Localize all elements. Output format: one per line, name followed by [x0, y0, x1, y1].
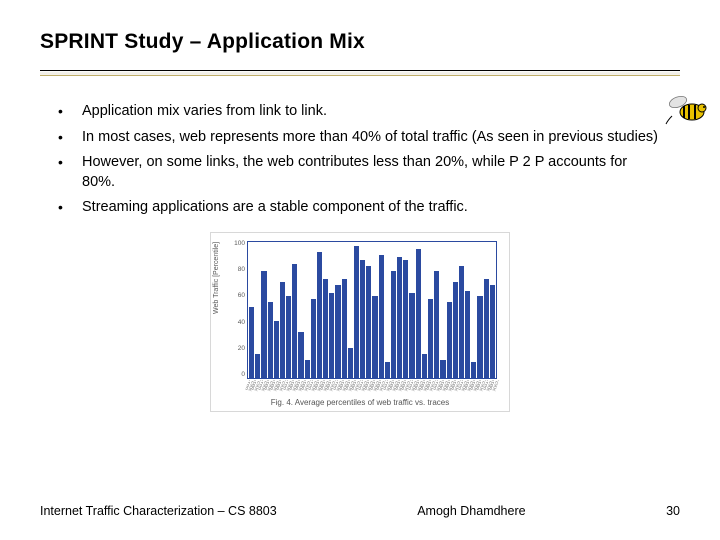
chart-bar: [465, 291, 470, 379]
rule-bottom-line: [40, 75, 680, 76]
chart-bar: [428, 299, 433, 379]
list-item: Application mix varies from link to link…: [52, 102, 660, 122]
chart-bar: [440, 360, 445, 379]
chart-bar: [286, 296, 291, 379]
ytick: 0: [233, 372, 245, 379]
chart-bar: [292, 264, 297, 379]
chart-bar: [379, 255, 384, 379]
title-wrap: SPRINT Study – Application Mix: [0, 0, 720, 60]
chart-bar: [255, 354, 260, 379]
chart-wrap: Web Traffic [Percentile] 100 80 60 40 20…: [0, 232, 720, 412]
bullet-text: In most cases, web represents more than …: [82, 129, 658, 145]
chart-bar: [305, 360, 310, 379]
bar-chart: Web Traffic [Percentile] 100 80 60 40 20…: [210, 232, 510, 412]
ytick: 20: [233, 346, 245, 353]
chart-bar: [484, 279, 489, 378]
chart-bar: [280, 282, 285, 379]
footer-course: Internet Traffic Characterization – CS 8…: [40, 504, 277, 518]
chart-bar: [447, 302, 452, 379]
chart-bar: [360, 260, 365, 379]
footer-page-number: 30: [666, 504, 680, 518]
chart-bar: [409, 293, 414, 379]
chart-bar: [298, 332, 303, 379]
chart-bar: [274, 321, 279, 379]
chart-bar: [385, 362, 390, 379]
chart-bar: [261, 271, 266, 379]
chart-ylabel: Web Traffic [Percentile]: [213, 242, 220, 314]
chart-bars-area: [247, 241, 497, 379]
bullet-text: Application mix varies from link to link…: [82, 103, 327, 119]
chart-bar: [459, 266, 464, 379]
chart-bar: [354, 246, 359, 378]
bullet-text: However, on some links, the web contribu…: [82, 154, 627, 190]
chart-bar: [323, 279, 328, 378]
bullet-text: Streaming applications are a stable comp…: [82, 199, 468, 215]
ytick: 100: [233, 241, 245, 248]
list-item: In most cases, web represents more than …: [52, 128, 660, 148]
chart-bar: [416, 249, 421, 379]
footer: Internet Traffic Characterization – CS 8…: [40, 504, 680, 518]
list-item: However, on some links, the web contribu…: [52, 153, 660, 192]
chart-bar: [348, 348, 353, 378]
ytick: 60: [233, 293, 245, 300]
chart-bar: [311, 299, 316, 379]
footer-author: Amogh Dhamdhere: [277, 504, 666, 518]
list-item: Streaming applications are a stable comp…: [52, 198, 660, 218]
chart-bar: [329, 293, 334, 379]
ytick: 80: [233, 267, 245, 274]
chart-bar: [391, 271, 396, 379]
chart-bar: [477, 296, 482, 379]
chart-yticks: 100 80 60 40 20 0: [233, 241, 245, 379]
chart-bar: [453, 282, 458, 379]
chart-bar: [434, 271, 439, 379]
chart-bar: [422, 354, 427, 379]
chart-caption: Fig. 4. Average percentiles of web traff…: [211, 398, 509, 407]
mascot-icon: [662, 92, 712, 128]
chart-bar: [249, 307, 254, 379]
chart-bar: [372, 296, 377, 379]
chart-bar: [366, 266, 371, 379]
chart-bar: [335, 285, 340, 379]
chart-bar: [403, 260, 408, 379]
bullet-list: Application mix varies from link to link…: [0, 90, 720, 218]
chart-bar: [342, 279, 347, 378]
slide: SPRINT Study – Application Mix Applicati…: [0, 0, 720, 540]
chart-bar: [397, 257, 402, 378]
chart-xticks: BB1-2002-06-06BB1-2002-06-06BB1-2002-06-…: [247, 379, 497, 391]
chart-bar: [471, 362, 476, 379]
page-title: SPRINT Study – Application Mix: [40, 30, 680, 54]
title-rule: [40, 66, 680, 80]
chart-bar: [268, 302, 273, 379]
chart-bar: [317, 252, 322, 379]
ytick: 40: [233, 320, 245, 327]
chart-bar: [490, 285, 495, 379]
